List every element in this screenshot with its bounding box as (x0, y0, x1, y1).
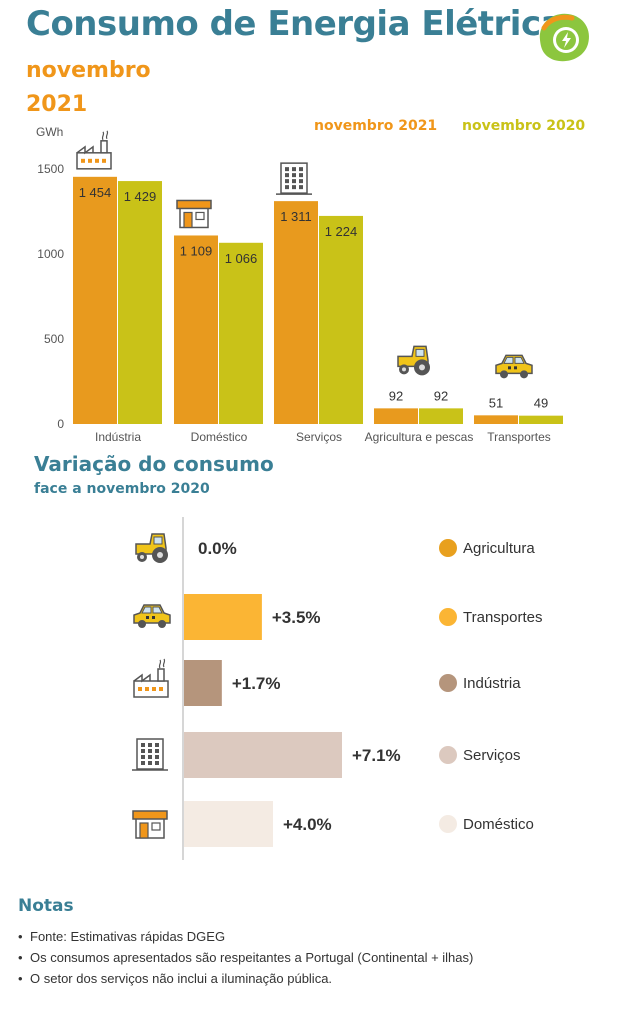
variation-subtitle: face a novembro 2020 (34, 481, 210, 497)
consumption-bar-chart: GWh 0 500 1000 1500 1 454 1 429 Indústria 1 109 1… (36, 125, 563, 444)
variation-bar (184, 732, 342, 778)
data-label: 49 (534, 396, 548, 411)
note-item: Os consumos apresentados são respeitante… (18, 947, 473, 968)
page-title: Consumo de Energia Elétrica (26, 4, 564, 44)
bar-2021 (374, 408, 418, 424)
data-label: 1 429 (124, 189, 157, 204)
y-tick-label: 500 (44, 332, 64, 346)
variation-bar-chart: 0.0% Agricultura +3.5% Transportes +1.7% Indú… (132, 517, 542, 860)
legend-dot (439, 674, 457, 692)
variation-title: Variação do consumo (34, 452, 274, 476)
bar-2021 (474, 415, 518, 424)
house-icon (176, 199, 212, 229)
y-axis-label: GWh (36, 125, 63, 139)
legend-2021: novembro 2021 (314, 118, 438, 134)
legend-dot (439, 815, 457, 833)
factory-icon (76, 130, 112, 170)
data-label: 1 224 (325, 224, 358, 239)
bar-2020 (419, 408, 463, 424)
legend-label: Agricultura (463, 540, 535, 557)
bar-2021 (73, 176, 117, 424)
x-tick-label: Agricultura e pescas (365, 430, 474, 444)
legend-dot (439, 539, 457, 557)
note-item: Fonte: Estimativas rápidas DGEG (18, 926, 473, 947)
period-month: novembro (26, 58, 151, 83)
data-label: 92 (434, 388, 448, 403)
legend-label: Indústria (463, 675, 521, 692)
legend-2020: novembro 2020 (462, 118, 586, 134)
taxi-icon (133, 604, 171, 628)
notes-title: Notas (18, 896, 74, 916)
variation-label: +3.5% (272, 608, 321, 627)
taxi-icon (495, 354, 533, 379)
variation-bar (184, 660, 222, 706)
office-building-icon (276, 162, 312, 195)
note-item: O setor dos serviços não inclui a ilumin… (18, 968, 473, 989)
bar-2020 (219, 242, 263, 424)
period-year: 2021 (26, 92, 88, 117)
y-tick-label: 1500 (37, 162, 64, 176)
data-label: 51 (489, 395, 503, 410)
bar-2020 (319, 215, 363, 424)
tractor-icon (397, 345, 430, 376)
x-tick-label: Indústria (95, 430, 141, 444)
house-icon (132, 810, 168, 839)
variation-label: +4.0% (283, 815, 332, 834)
data-label: 1 066 (225, 251, 258, 266)
y-tick-label: 0 (57, 417, 64, 431)
legend-label: Serviços (463, 747, 521, 764)
legend-dot (439, 608, 457, 626)
variation-label: 0.0% (198, 539, 237, 558)
variation-bar (184, 801, 274, 847)
data-label: 1 109 (180, 243, 213, 258)
notes-list: Fonte: Estimativas rápidas DGEG Os consu… (18, 926, 473, 989)
bar-2021 (274, 201, 318, 424)
bar-2020 (519, 415, 563, 424)
energy-logo-icon (539, 13, 590, 62)
tractor-icon (135, 533, 168, 563)
x-tick-label: Doméstico (191, 430, 248, 444)
legend-label: Transportes (463, 609, 542, 626)
legend-label: Doméstico (463, 816, 534, 833)
y-tick-label: 1000 (37, 247, 64, 261)
x-tick-label: Serviços (296, 430, 342, 444)
variation-label: +7.1% (352, 746, 401, 765)
variation-bar (184, 594, 262, 640)
data-label: 1 311 (280, 209, 312, 224)
bar-2020 (118, 181, 162, 424)
factory-icon (133, 658, 169, 698)
variation-label: +1.7% (232, 674, 281, 693)
bar-2021 (174, 235, 218, 424)
data-label: 92 (389, 388, 403, 403)
data-label: 1 454 (79, 185, 112, 200)
office-building-icon (132, 738, 168, 771)
x-tick-label: Transportes (487, 430, 551, 444)
legend-dot (439, 746, 457, 764)
